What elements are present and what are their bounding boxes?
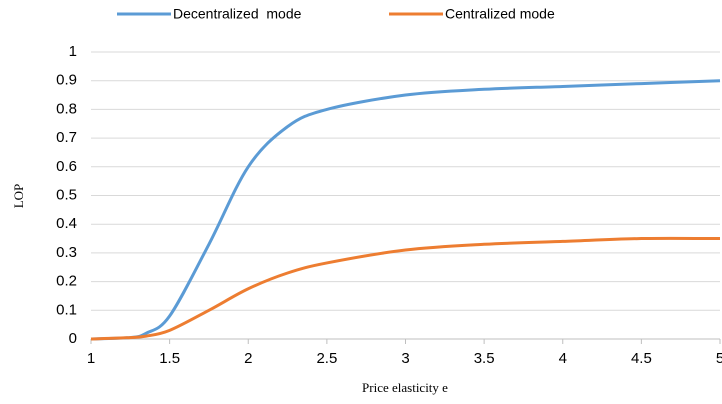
y-tick-label: 1 [69,43,77,60]
y-tick-label: 0.7 [56,129,77,146]
y-tick-label: 0.3 [56,244,77,261]
y-tick-label: 0 [69,330,77,347]
y-tick-label: 0.2 [56,273,77,290]
data-line [90,236,721,341]
legend-label: Centralized mode [445,6,555,22]
y-axis-label: LOP [11,184,26,209]
x-tick-label: 4 [559,350,567,367]
y-tick-label: 0.5 [56,186,77,203]
x-tick-label: 2 [244,350,252,367]
y-tick-label: 0.6 [56,158,77,175]
x-tick-label: 3 [401,350,409,367]
y-tick-label: 0.4 [56,215,77,232]
x-tick-label: 1.5 [159,350,180,367]
x-tick-label: 5 [716,350,722,367]
x-tick-label: 3.5 [474,350,495,367]
x-tick-label: 4.5 [631,350,652,367]
legend-label: Decentralized mode [173,6,302,22]
x-axis-label: Price elasticity e [362,380,448,395]
x-tick-label: 1 [87,350,95,367]
data-line [90,79,721,341]
y-tick-label: 0.8 [56,100,77,117]
y-tick-label: 0.9 [56,72,77,89]
y-tick-label: 0.1 [56,301,77,318]
x-tick-label: 2.5 [316,350,337,367]
